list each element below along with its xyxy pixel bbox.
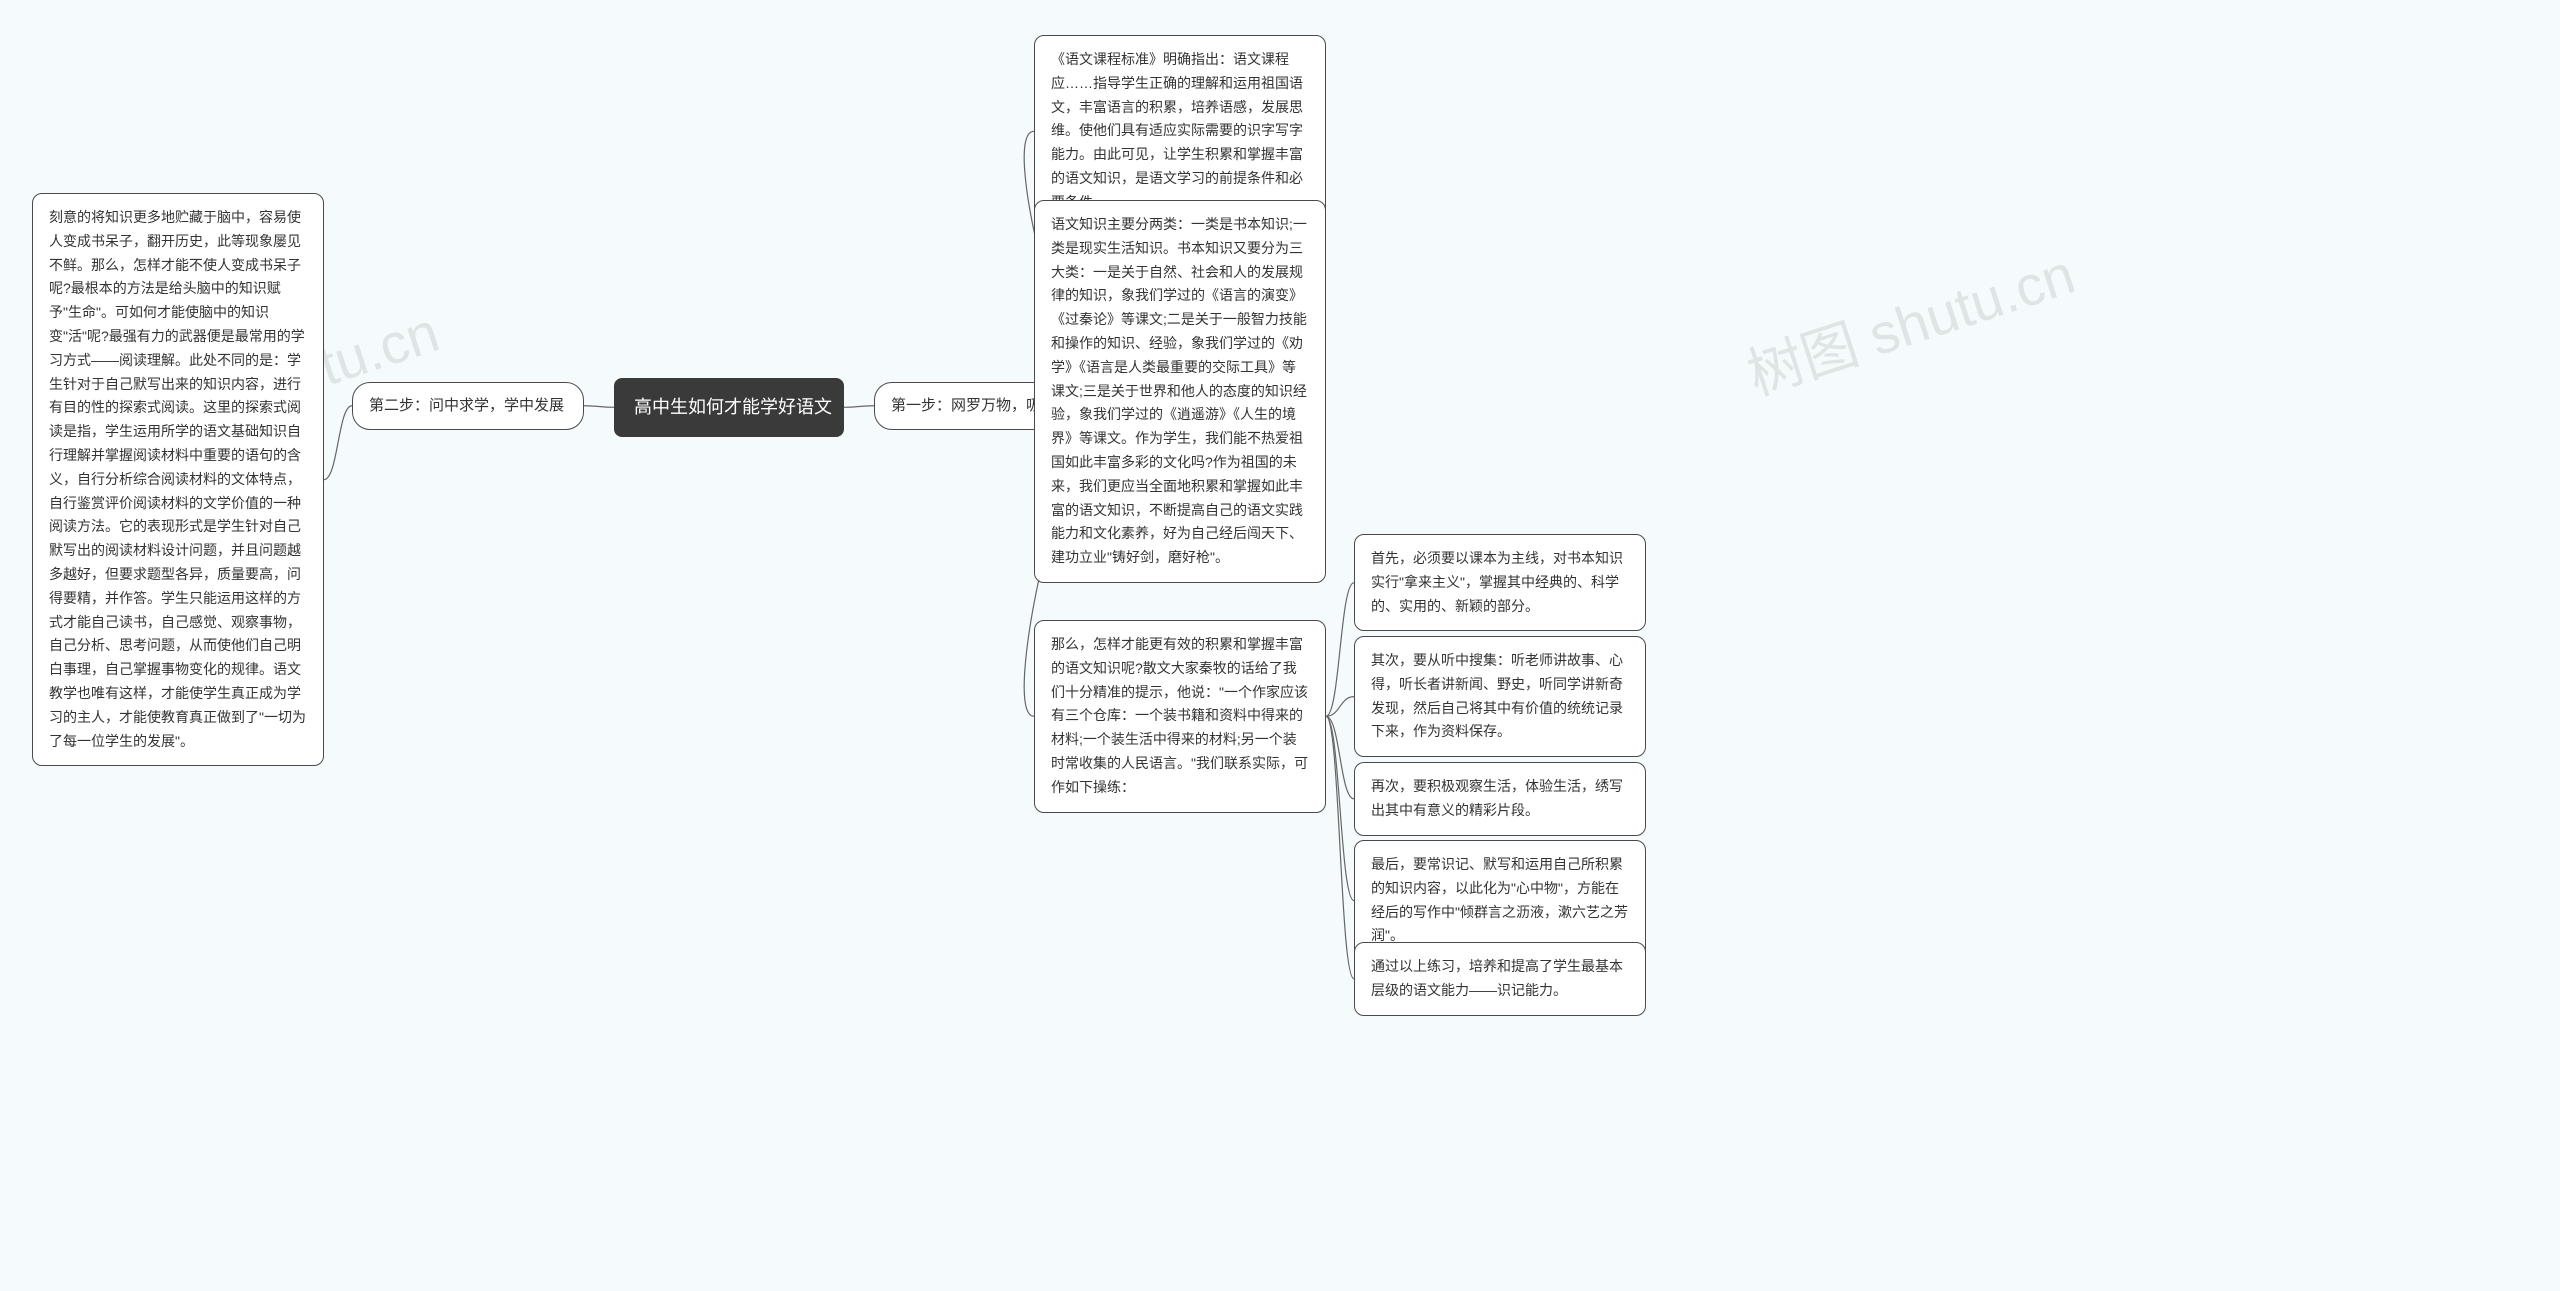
leaf-s1-c5[interactable]: 通过以上练习，培养和提高了学生最基本层级的语文能力——识记能力。	[1354, 942, 1646, 1016]
root-node[interactable]: 高中生如何才能学好语文	[614, 378, 844, 437]
leaf-step2-detail[interactable]: 刻意的将知识更多地贮藏于脑中，容易使人变成书呆子，翻开历史，此等现象屡见不鲜。那…	[32, 193, 324, 766]
leaf-s1-c2[interactable]: 其次，要从听中搜集：听老师讲故事、心得，听长者讲新闻、野史，听同学讲新奇发现，然…	[1354, 636, 1646, 757]
leaf-s1-a[interactable]: 《语文课程标准》明确指出：语文课程应……指导学生正确的理解和运用祖国语文，丰富语…	[1034, 35, 1326, 228]
branch-step2[interactable]: 第二步：问中求学，学中发展	[352, 382, 584, 430]
leaf-s1-b[interactable]: 语文知识主要分两类：一类是书本知识;一类是现实生活知识。书本知识又要分为三大类：…	[1034, 200, 1326, 583]
leaf-s1-c[interactable]: 那么，怎样才能更有效的积累和掌握丰富的语文知识呢?散文大家秦牧的话给了我们十分精…	[1034, 620, 1326, 813]
watermark-2: 树图 shutu.cn	[1736, 230, 2084, 412]
leaf-s1-c1[interactable]: 首先，必须要以课本为主线，对书本知识实行"拿来主义"，掌握其中经典的、科学的、实…	[1354, 534, 1646, 631]
leaf-s1-c3[interactable]: 再次，要积极观察生活，体验生活，绣写出其中有意义的精彩片段。	[1354, 762, 1646, 836]
